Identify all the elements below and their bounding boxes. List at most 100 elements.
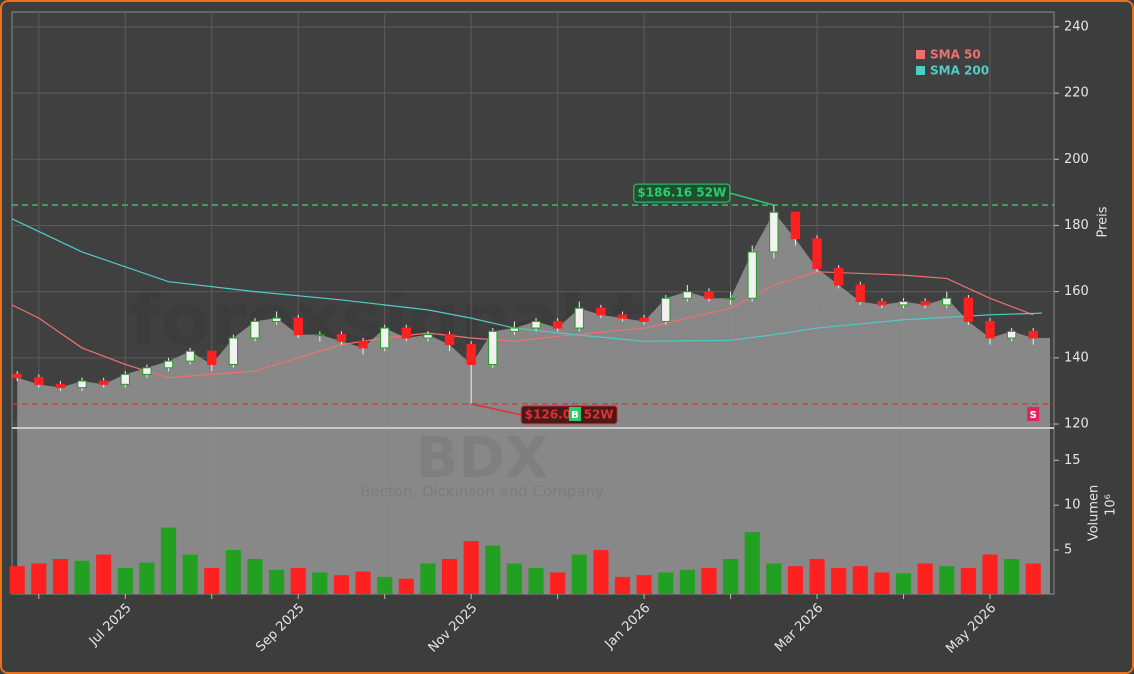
volume-bar	[463, 541, 479, 594]
y-axis-label: Preis	[1096, 206, 1111, 237]
candle-body	[531, 320, 541, 329]
x-tick-label: Sep 2025	[253, 601, 307, 655]
candle-body	[207, 350, 217, 365]
candle-body	[596, 307, 606, 316]
volume-bar	[787, 566, 804, 594]
candle-body	[509, 327, 520, 332]
candle-body	[401, 327, 411, 339]
x-tick-label: Nov 2025	[426, 601, 481, 656]
candle-body	[963, 297, 974, 322]
volume-bar	[9, 566, 25, 594]
volume-bar	[766, 563, 782, 594]
candle-body	[834, 267, 844, 286]
annotation-arrow	[471, 403, 522, 416]
volume-bar	[225, 550, 241, 594]
candle-body	[163, 360, 174, 369]
candle-body	[1006, 330, 1017, 339]
candle-body	[120, 373, 130, 385]
volume-bar	[269, 569, 285, 594]
candle-body	[77, 380, 87, 389]
candle-body	[358, 340, 368, 349]
candle-body	[185, 350, 195, 362]
y2-tick-label: 15	[1064, 453, 1081, 468]
volume-bar	[571, 554, 587, 594]
volume-bar	[744, 532, 760, 594]
volume-bar	[204, 567, 220, 594]
volume-bar	[312, 572, 328, 594]
volume-bar	[701, 567, 717, 594]
candle-body	[34, 377, 44, 385]
volume-bar	[809, 559, 825, 594]
volume-bar	[528, 567, 544, 594]
volume-bar	[441, 559, 458, 594]
signal-box	[1027, 407, 1040, 421]
candle-body	[769, 211, 779, 253]
volume-bar	[982, 554, 998, 594]
y-tick-label: 240	[1064, 19, 1089, 34]
sma-line	[11, 218, 1042, 342]
volume-bar	[939, 566, 955, 594]
candle-body	[271, 317, 282, 322]
candle-body	[942, 297, 952, 306]
candle-body	[552, 320, 563, 329]
candle-body	[250, 320, 260, 339]
candle-body	[380, 327, 390, 349]
volume-bar	[160, 527, 177, 594]
volume-bar	[74, 560, 90, 594]
legend-label: SMA 200	[930, 64, 989, 78]
volume-bar	[31, 563, 47, 594]
volume-bar	[917, 563, 933, 594]
volume-bar	[247, 559, 263, 594]
y-tick-label: 200	[1064, 152, 1089, 167]
legend-swatch	[916, 50, 925, 59]
volume-bar	[139, 562, 155, 594]
volume-bar	[1004, 559, 1020, 594]
symbol-watermark: BDX	[416, 426, 548, 491]
annotation-arrow	[729, 192, 775, 206]
candle-body	[142, 367, 152, 375]
volume-bar	[485, 545, 501, 594]
signal-box	[568, 407, 581, 421]
volume-bar	[420, 563, 436, 594]
volume-bar	[290, 567, 306, 594]
candle-body	[898, 301, 909, 306]
volume-bar	[874, 572, 890, 594]
y-tick-label: 220	[1064, 86, 1089, 101]
x-tick-label: Jan 2026	[602, 601, 654, 653]
volume-bar	[593, 550, 609, 594]
candle-body	[574, 307, 584, 329]
volume-bar	[398, 578, 414, 594]
volume-bar	[333, 575, 350, 594]
volume-bar	[377, 576, 393, 594]
volume-bar	[723, 559, 739, 594]
y2-tick-label: 10	[1064, 498, 1081, 513]
volume-bar	[52, 559, 68, 594]
candle-body	[488, 330, 498, 365]
volume-axis-label: Volumen	[1087, 485, 1102, 542]
candle-body	[423, 334, 433, 339]
volume-bar	[614, 576, 631, 594]
candle-body	[98, 380, 109, 385]
x-tick-label: Mar 2026	[772, 601, 826, 655]
candle-body	[617, 314, 628, 319]
annotation-box	[633, 183, 731, 203]
candle-body	[704, 291, 714, 299]
volume-bar	[550, 572, 566, 594]
signal-label: B	[571, 410, 579, 421]
volume-bar	[182, 554, 198, 594]
candle-body	[985, 320, 995, 339]
volume-bar	[679, 569, 695, 594]
volume-bar	[960, 567, 976, 594]
volume-bar	[1025, 563, 1041, 594]
candle-body	[466, 344, 476, 365]
y-tick-label: 120	[1064, 417, 1089, 432]
candle-body	[228, 337, 239, 365]
volume-bar	[895, 573, 912, 594]
candle-body	[336, 334, 347, 342]
candle-body	[444, 334, 455, 346]
sma-line	[11, 271, 1034, 379]
candle-body	[790, 211, 801, 240]
y2-tick-label: 5	[1064, 543, 1072, 558]
